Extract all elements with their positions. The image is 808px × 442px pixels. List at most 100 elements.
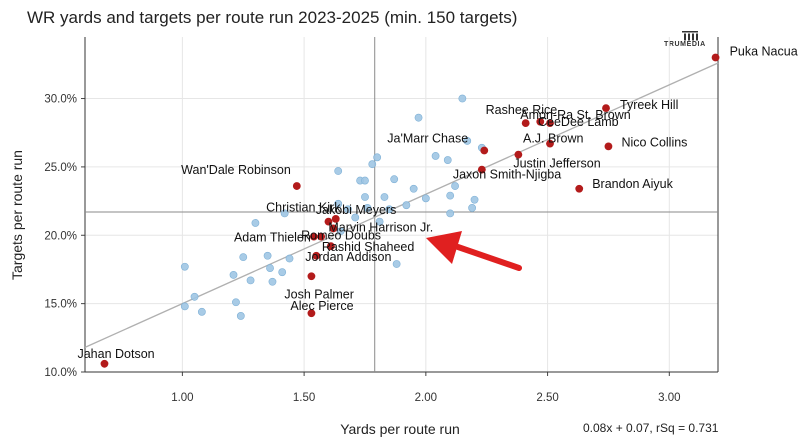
- other-point: [344, 205, 352, 214]
- other-point: [470, 195, 479, 204]
- other-point: [278, 268, 287, 277]
- other-point: [239, 253, 248, 262]
- other-point: [280, 209, 289, 218]
- trendline: [84, 62, 719, 348]
- highlighted-point: [575, 184, 584, 193]
- other-point: [446, 191, 455, 200]
- other-point: [361, 176, 369, 185]
- highlighted-point: [307, 272, 316, 281]
- other-point: [236, 312, 245, 320]
- other-point: [263, 251, 272, 260]
- other-point: [380, 193, 389, 201]
- other-point: [285, 254, 294, 263]
- other-point: [446, 209, 455, 218]
- trumedia-logo-icon: [682, 31, 698, 41]
- point-label: Puka Nacua: [730, 45, 798, 59]
- highlighted-point: [602, 104, 610, 113]
- x-axis-title: Yards per route run: [340, 421, 460, 437]
- other-point: [180, 262, 189, 271]
- highlighted-point: [546, 119, 554, 128]
- x-tick-label: 1.50: [293, 392, 315, 404]
- highlighted-point: [100, 359, 109, 368]
- point-label: Romeo Doubs: [301, 229, 381, 243]
- point-label: Jaxon Smith-Njigba: [453, 168, 561, 182]
- highlighted-point: [711, 53, 720, 62]
- other-point: [266, 264, 274, 272]
- highlighted-point: [326, 242, 335, 251]
- other-point: [451, 182, 459, 190]
- other-point: [458, 94, 467, 103]
- highlighted-point: [317, 232, 326, 241]
- highlighted-point: [536, 117, 545, 126]
- other-point: [385, 205, 394, 214]
- grid-lines: [85, 37, 718, 373]
- highlighted-point: [309, 232, 318, 241]
- trendline-equation: 0.08x + 0.07, rSq = 0.731: [583, 421, 719, 435]
- point-label: Alec Pierce: [290, 299, 353, 313]
- other-point: [334, 167, 343, 175]
- point-label: Jakobi Meyers: [316, 203, 397, 217]
- highlighted-point: [521, 119, 530, 128]
- other-point: [351, 213, 360, 222]
- other-points: [180, 94, 486, 320]
- point-label: Justin Jefferson: [513, 157, 600, 171]
- other-point: [414, 113, 423, 122]
- highlighted-point: [514, 150, 523, 159]
- other-point: [246, 276, 255, 285]
- x-tick-label: 3.00: [658, 392, 680, 404]
- highlighted-point: [312, 251, 321, 260]
- highlighted-point: [324, 217, 333, 226]
- point-label: A.J. Brown: [523, 132, 583, 146]
- point-label: CeeDee Lamb: [538, 115, 619, 129]
- point-label: Josh Palmer: [284, 287, 353, 301]
- point-label: Jordan Addison: [305, 250, 391, 264]
- arrow-shaft: [455, 244, 522, 271]
- mean-lines: [85, 37, 718, 372]
- other-point: [334, 199, 343, 208]
- x-tick-label: 2.00: [415, 392, 437, 404]
- tick-labels: 1.00 1.50 2.00 2.50 3.00 10.0% 15.0% 20.0% 25.0%…: [44, 94, 680, 404]
- other-point: [409, 184, 418, 193]
- logo-text: TRUMEDIA: [664, 41, 706, 48]
- point-label: Christian Kirk: [266, 201, 341, 215]
- point-label: Amon-Ra St. Brown: [520, 108, 631, 122]
- point-label: Marvin Harrison Jr.: [328, 220, 433, 234]
- other-point: [232, 298, 240, 307]
- other-point: [368, 160, 377, 169]
- highlighted-point: [329, 224, 338, 233]
- y-axis-title: Targets per route run: [9, 150, 25, 280]
- highlighted-point: [480, 146, 489, 155]
- point-label: Rashid Shaheed: [322, 240, 414, 254]
- other-point: [468, 204, 477, 212]
- highlighted-point: [331, 214, 340, 223]
- other-point: [402, 201, 411, 210]
- highlighted-point: [604, 142, 613, 151]
- other-point: [431, 152, 440, 160]
- highlighted-point: [546, 139, 554, 148]
- point-label: Ja'Marr Chase: [387, 131, 468, 145]
- other-point: [190, 292, 199, 301]
- pointer-arrow: [426, 231, 522, 271]
- x-tick-label: 2.50: [536, 392, 558, 404]
- other-point: [268, 277, 277, 286]
- other-point: [180, 302, 189, 311]
- other-point: [363, 204, 372, 212]
- point-label: Brandon Aiyuk: [592, 177, 673, 191]
- other-point: [443, 156, 452, 164]
- point-label: Jahan Dotson: [77, 347, 154, 361]
- chart-title: WR yards and targets per route run 2023-…: [27, 8, 518, 27]
- y-tick-label: 20.0%: [44, 230, 77, 242]
- other-point: [336, 227, 345, 236]
- highlighted-point: [477, 165, 486, 174]
- y-tick-label: 25.0%: [44, 162, 77, 174]
- y-tick-label: 30.0%: [44, 94, 77, 106]
- x-tick-label: 1.00: [171, 392, 193, 404]
- other-point: [197, 307, 206, 316]
- highlighted-point: [292, 182, 301, 190]
- other-point: [375, 217, 384, 226]
- other-point: [390, 175, 399, 184]
- other-point: [251, 219, 260, 227]
- trumedia-logo: TRUMEDIA: [664, 30, 712, 50]
- arrow-head: [426, 231, 462, 264]
